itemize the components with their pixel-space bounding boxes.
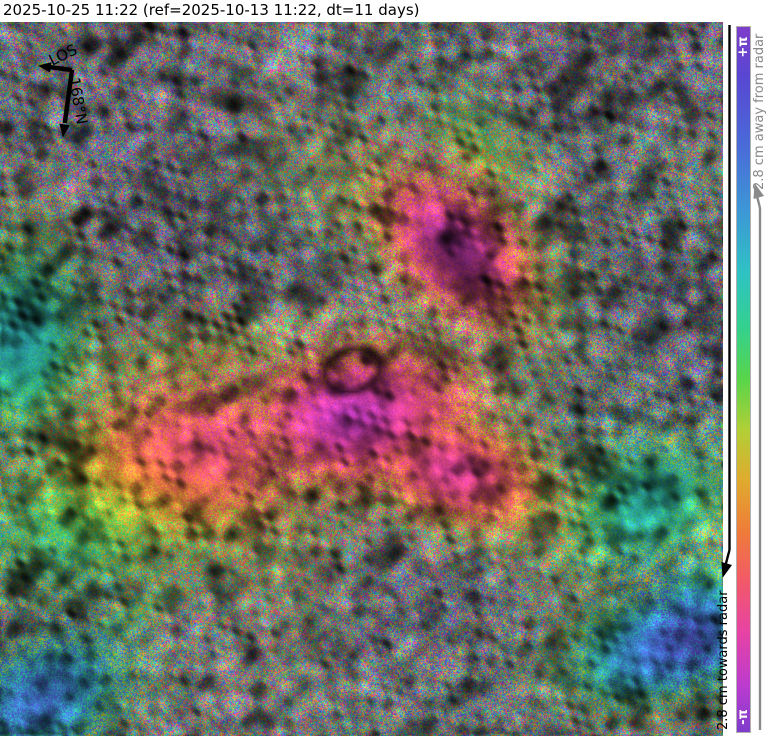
colorbar-away-label: 2.8 cm away from radar	[752, 33, 767, 190]
figure-title: 2025-10-25 11:22 (ref=2025-10-13 11:22, …	[3, 1, 420, 19]
colorbar-min-tick: -π	[736, 709, 751, 725]
los-label: LOS	[46, 41, 80, 70]
heading-label: 168°N	[65, 76, 91, 126]
colorbar-max-tick: +π	[736, 36, 751, 58]
colorbar-annotations	[721, 25, 764, 730]
los-compass: LOS 168°N	[38, 41, 91, 138]
heading-arrow-icon	[59, 69, 75, 138]
interferogram-image	[0, 22, 723, 736]
towards-radar-arrow-icon	[721, 25, 732, 578]
phase-colorbar	[736, 26, 751, 733]
colorbar-towards-label: 2.8 cm towards radar	[716, 590, 731, 730]
away-from-radar-arrow-icon	[753, 183, 764, 730]
los-arrow-icon	[38, 62, 73, 73]
